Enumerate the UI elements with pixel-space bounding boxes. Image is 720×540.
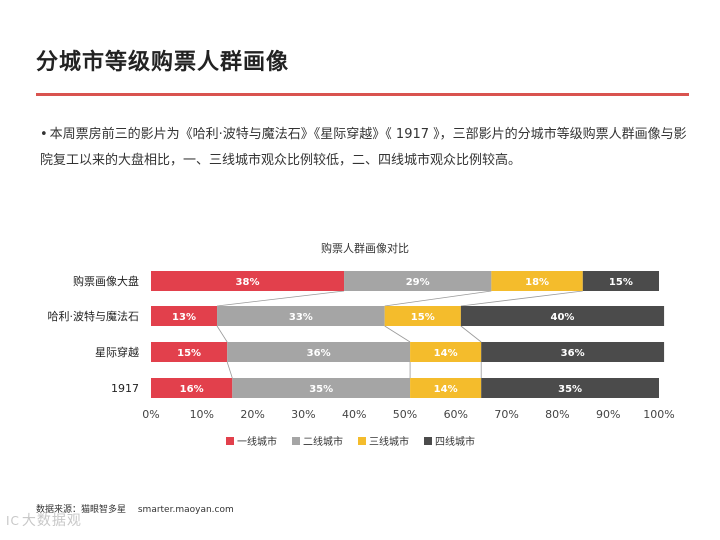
legend-label: 三线城市 [369, 435, 409, 448]
category-label: 购票画像大盘 [73, 274, 139, 288]
data-label: 33% [289, 312, 313, 323]
x-tick-label: 40% [342, 408, 366, 421]
bar-segment [151, 271, 345, 291]
series-connector-line [216, 325, 228, 343]
bar-segment [460, 306, 665, 326]
series-connector-line [460, 325, 482, 343]
data-source: 数据来源：猫眼智多星 smarter.maoyan.com [36, 505, 234, 515]
bar-segment [481, 342, 665, 362]
category-label: 星际穿越 [95, 345, 139, 359]
title-divider [36, 93, 689, 96]
series-connector-line [226, 361, 233, 379]
category-label: 哈利·波特与魔法石 [48, 309, 140, 323]
series-connector-line [460, 290, 583, 307]
data-label: 14% [434, 348, 458, 359]
x-tick-label: 60% [444, 408, 468, 421]
data-label: 16% [180, 384, 204, 395]
data-label: 36% [307, 348, 331, 359]
data-label: 13% [172, 312, 196, 323]
x-tick-label: 50% [393, 408, 417, 421]
bar-segment [491, 271, 583, 291]
series-connector-line [384, 325, 411, 343]
legend-label: 四线城市 [435, 435, 475, 448]
summary-bullet: • 本周票房前三的影片为《哈利·波特与魔法石》《星际穿越》《 1917 》，三部影… [40, 122, 690, 174]
bar-segment [151, 378, 233, 398]
bar-segment [410, 378, 482, 398]
bar-segment [217, 306, 385, 326]
bar-segment [384, 306, 461, 326]
bar-segment [151, 306, 218, 326]
series-connector-line [216, 290, 345, 307]
x-tick-label: 90% [596, 408, 620, 421]
data-label: 15% [411, 312, 435, 323]
series-connector-line [384, 290, 492, 307]
legend-swatch [226, 437, 234, 445]
bullet-dot-icon: • [40, 127, 48, 142]
summary-text: 本周票房前三的影片为《哈利·波特与魔法石》《星际穿越》《 1917 》，三部影片… [40, 127, 687, 168]
page-title: 分城市等级购票人群画像 [36, 50, 290, 75]
legend-swatch [424, 437, 432, 445]
bar-segment [344, 271, 492, 291]
x-tick-label: 20% [240, 408, 264, 421]
data-label: 29% [406, 277, 430, 288]
watermark-logo-icon: IC [6, 514, 20, 528]
data-label: 15% [177, 348, 201, 359]
category-label: 1917 [111, 382, 139, 395]
x-tick-label: 80% [545, 408, 569, 421]
legend-swatch [358, 437, 366, 445]
legend-label: 二线城市 [303, 435, 343, 448]
bar-segment [481, 378, 659, 398]
bar-segment [410, 342, 482, 362]
x-tick-label: 30% [291, 408, 315, 421]
x-tick-label: 70% [494, 408, 518, 421]
legend-label: 一线城市 [237, 435, 277, 448]
x-tick-label: 0% [142, 408, 159, 421]
bar-segment [227, 342, 411, 362]
data-label: 36% [561, 348, 585, 359]
watermark-text: 大数据观 [21, 513, 82, 529]
x-tick-label: 100% [643, 408, 674, 421]
watermark: IC 大数据观 [6, 510, 82, 530]
x-tick-label: 10% [190, 408, 214, 421]
data-label: 40% [551, 312, 575, 323]
bar-segment [232, 378, 411, 398]
bar-segment [582, 271, 659, 291]
data-label: 15% [609, 277, 633, 288]
data-label: 35% [309, 384, 333, 395]
data-label: 14% [434, 384, 458, 395]
bar-segment [151, 342, 228, 362]
data-label: 38% [236, 277, 260, 288]
data-label: 35% [558, 384, 582, 395]
data-label: 18% [525, 277, 549, 288]
chart-title: 购票人群画像对比 [321, 241, 409, 255]
legend-swatch [292, 437, 300, 445]
